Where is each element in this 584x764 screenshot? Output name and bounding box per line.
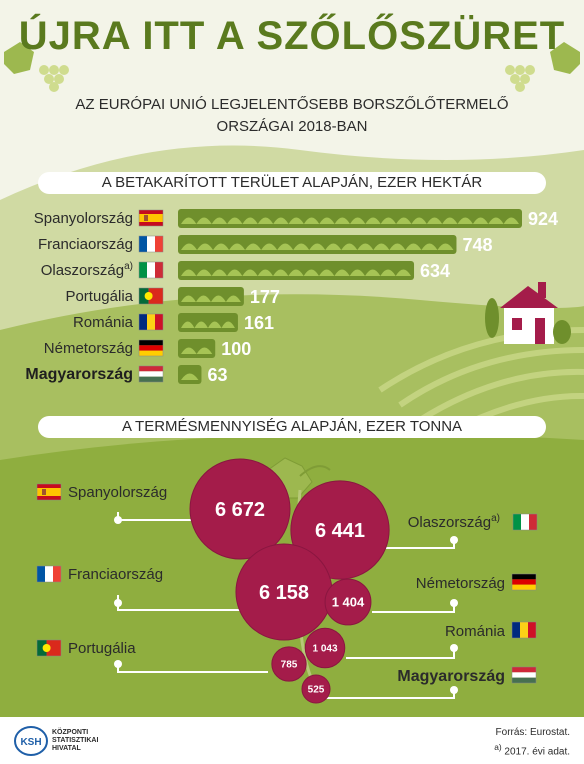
bar-value-label: 63 bbox=[207, 365, 227, 385]
bar-chart: Spanyolország 924 Franciaország 748 Olaszors… bbox=[25, 209, 558, 385]
bubble-value-label: 1 043 bbox=[312, 644, 337, 655]
bubble-category-label: Magyarország bbox=[397, 668, 505, 685]
italy-flag-icon bbox=[512, 513, 538, 531]
page-subtitle: AZ EURÓPAI UNIÓ LEGJELENTŐSEBB BORSZŐLŐT… bbox=[60, 94, 524, 138]
bar-value-label: 100 bbox=[221, 339, 251, 359]
romania-flag-icon bbox=[511, 621, 537, 639]
bubble bbox=[290, 480, 390, 580]
bar-value-label: 748 bbox=[462, 235, 492, 255]
bubble-value-label: 6 158 bbox=[259, 582, 309, 604]
spain-flag-icon bbox=[36, 483, 62, 501]
source-note: Forrás: Eurostat. bbox=[495, 727, 570, 738]
bar-value-label: 634 bbox=[420, 261, 450, 281]
page-title: ÚJRA ITT A SZŐLŐSZÜRET bbox=[18, 14, 566, 58]
footnote-mark: a) bbox=[491, 513, 500, 524]
bubble-value-label: 1 404 bbox=[332, 595, 365, 610]
house-icon bbox=[500, 282, 558, 344]
bar-pattern bbox=[181, 347, 213, 354]
bar bbox=[178, 339, 216, 358]
footnote-text: 2017. évi adat. bbox=[504, 746, 570, 758]
grape-leaf-icon bbox=[4, 42, 69, 92]
germany-flag-icon bbox=[138, 339, 164, 357]
bubble bbox=[189, 458, 291, 560]
leader-dot bbox=[450, 644, 458, 652]
portugal-flag-icon bbox=[138, 287, 164, 305]
bar-value-label: 177 bbox=[250, 287, 280, 307]
bar-pattern bbox=[181, 321, 235, 328]
france-flag-icon bbox=[36, 565, 62, 583]
hungary-flag-icon bbox=[511, 666, 537, 684]
bubble-category-label: Olaszországa) bbox=[408, 513, 500, 531]
bubble-category-label: Portugália bbox=[68, 640, 136, 657]
leader-dot bbox=[450, 599, 458, 607]
bar-category-label: Portugália bbox=[65, 288, 133, 305]
bar-chart-title: A BETAKARÍTOTT TERÜLET ALAPJÁN, EZER HEK… bbox=[38, 172, 546, 194]
ksh-logo-icon: KSH bbox=[14, 726, 48, 756]
bar-category-label: Románia bbox=[73, 314, 134, 331]
bar-pattern bbox=[181, 243, 454, 250]
bubble bbox=[301, 674, 331, 704]
bubble-value-label: 6 672 bbox=[215, 499, 265, 521]
bubble-category-label: Franciaország bbox=[68, 566, 163, 583]
bubble-value-label: 525 bbox=[308, 685, 325, 696]
bar-pattern bbox=[181, 295, 241, 302]
italy-flag-icon bbox=[138, 261, 164, 279]
bubble-chart: 6 672 6 441 6 158 1 404 1 043 785 525 Spanyolor… bbox=[36, 458, 538, 704]
bubble-category-label: Románia bbox=[445, 623, 506, 640]
ksh-logo-text: KÖZPONTI STATISZTIKAI HIVATAL bbox=[52, 729, 99, 752]
bar-pattern bbox=[181, 217, 519, 224]
leader-dot bbox=[114, 660, 122, 668]
leader-dot bbox=[114, 599, 122, 607]
bar-value-label: 161 bbox=[244, 313, 274, 333]
romania-flag-icon bbox=[138, 313, 164, 331]
logo-abbr: KSH bbox=[20, 737, 41, 748]
germany-flag-icon bbox=[511, 573, 537, 591]
bar bbox=[178, 209, 522, 228]
subtitle-line: AZ EURÓPAI UNIÓ LEGJELENTŐSEBB BORSZŐLŐT… bbox=[75, 96, 509, 113]
bar-category-label: Németország bbox=[44, 340, 133, 357]
bar-category-label: Olaszországa) bbox=[41, 261, 133, 279]
bar-pattern bbox=[181, 269, 412, 276]
bar-value-label: 924 bbox=[528, 209, 558, 229]
grape-leaf-icon bbox=[505, 42, 580, 92]
footnote: a) 2017. évi adat. bbox=[494, 742, 570, 757]
bubble bbox=[324, 578, 372, 626]
leader-dot bbox=[114, 516, 122, 524]
spain-flag-icon bbox=[138, 209, 164, 227]
bar-category-label: Franciaország bbox=[38, 236, 133, 253]
bar-category-label: Spanyolország bbox=[34, 210, 133, 227]
bubble bbox=[271, 646, 307, 682]
bar-category-label: Magyarország bbox=[25, 366, 133, 383]
bubble-category-label: Spanyolország bbox=[68, 484, 167, 501]
leader-dot bbox=[450, 686, 458, 694]
footnote-mark: a) bbox=[494, 742, 502, 752]
portugal-flag-icon bbox=[36, 639, 62, 657]
hungary-flag-icon bbox=[138, 365, 164, 383]
footer bbox=[0, 717, 584, 764]
subtitle-line: ORSZÁGAI 2018-BAN bbox=[216, 118, 368, 135]
bubble-value-label: 785 bbox=[281, 660, 298, 671]
bar-pattern bbox=[181, 373, 199, 380]
bubble bbox=[304, 627, 346, 669]
bubble-category-label: Németország bbox=[416, 575, 505, 592]
bubble-value-label: 6 441 bbox=[315, 520, 365, 542]
leader-dot bbox=[450, 536, 458, 544]
france-flag-icon bbox=[138, 235, 164, 253]
footnote-mark: a) bbox=[124, 261, 133, 272]
bubble-chart-title: A TERMÉSMENNYISÉG ALAPJÁN, EZER TONNA bbox=[38, 416, 546, 438]
